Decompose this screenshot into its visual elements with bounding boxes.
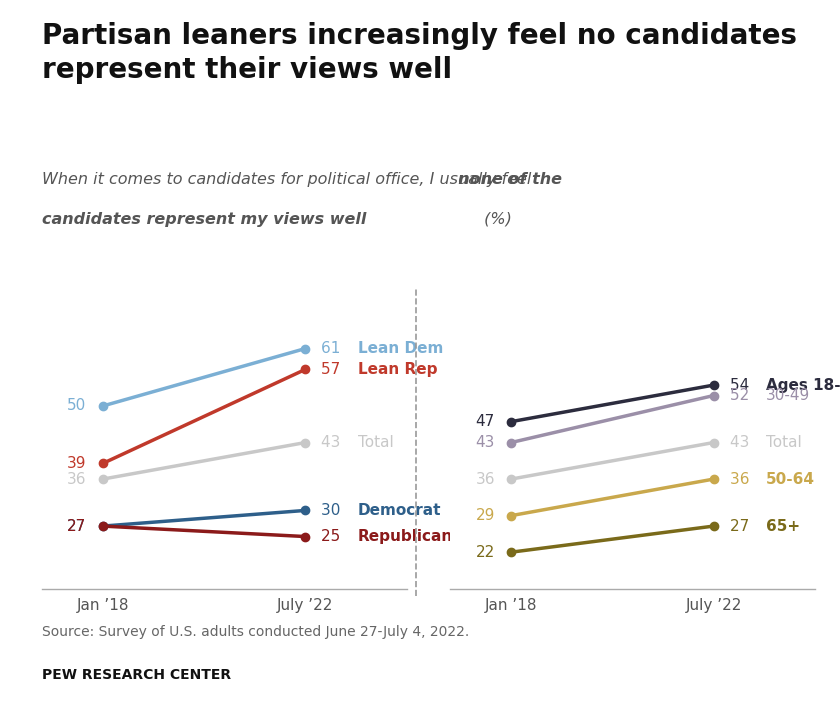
Text: 39: 39 <box>67 456 87 471</box>
Text: 25: 25 <box>322 529 350 544</box>
Text: 36: 36 <box>475 472 495 487</box>
Text: 61: 61 <box>322 341 350 356</box>
Text: 50-64: 50-64 <box>766 472 815 487</box>
Text: 22: 22 <box>475 545 495 560</box>
Text: none of the: none of the <box>42 172 562 187</box>
Text: candidates represent my views well: candidates represent my views well <box>42 212 366 227</box>
Text: 36: 36 <box>730 472 759 487</box>
Text: 52: 52 <box>730 388 759 403</box>
Text: 43: 43 <box>730 435 759 450</box>
Text: 29: 29 <box>475 508 495 523</box>
Text: Ages 18-29: Ages 18-29 <box>766 378 840 393</box>
Text: 65+: 65+ <box>766 518 801 533</box>
Text: 43: 43 <box>322 435 350 450</box>
Text: PEW RESEARCH CENTER: PEW RESEARCH CENTER <box>42 668 231 681</box>
Text: 27: 27 <box>67 518 87 533</box>
Text: Total: Total <box>358 435 394 450</box>
Text: Lean Rep: Lean Rep <box>358 362 438 377</box>
Text: 47: 47 <box>475 414 495 429</box>
Text: 27: 27 <box>730 518 759 533</box>
Text: 43: 43 <box>475 435 495 450</box>
Text: 27: 27 <box>67 518 87 533</box>
Text: Partisan leaners increasingly feel no candidates
represent their views well: Partisan leaners increasingly feel no ca… <box>42 22 797 84</box>
Text: Republican: Republican <box>358 529 453 544</box>
Text: 54: 54 <box>730 378 759 393</box>
Text: Total: Total <box>766 435 802 450</box>
Text: (%): (%) <box>479 212 512 227</box>
Text: Source: Survey of U.S. adults conducted June 27-July 4, 2022.: Source: Survey of U.S. adults conducted … <box>42 625 470 638</box>
Text: 30: 30 <box>322 503 350 518</box>
Text: Democrat: Democrat <box>358 503 442 518</box>
Text: When it comes to candidates for political office, I usually feel: When it comes to candidates for politica… <box>42 172 537 187</box>
Text: 57: 57 <box>322 362 350 377</box>
Text: 36: 36 <box>67 472 87 487</box>
Text: 30-49: 30-49 <box>766 388 811 403</box>
Text: Lean Dem: Lean Dem <box>358 341 444 356</box>
Text: 50: 50 <box>67 398 87 414</box>
